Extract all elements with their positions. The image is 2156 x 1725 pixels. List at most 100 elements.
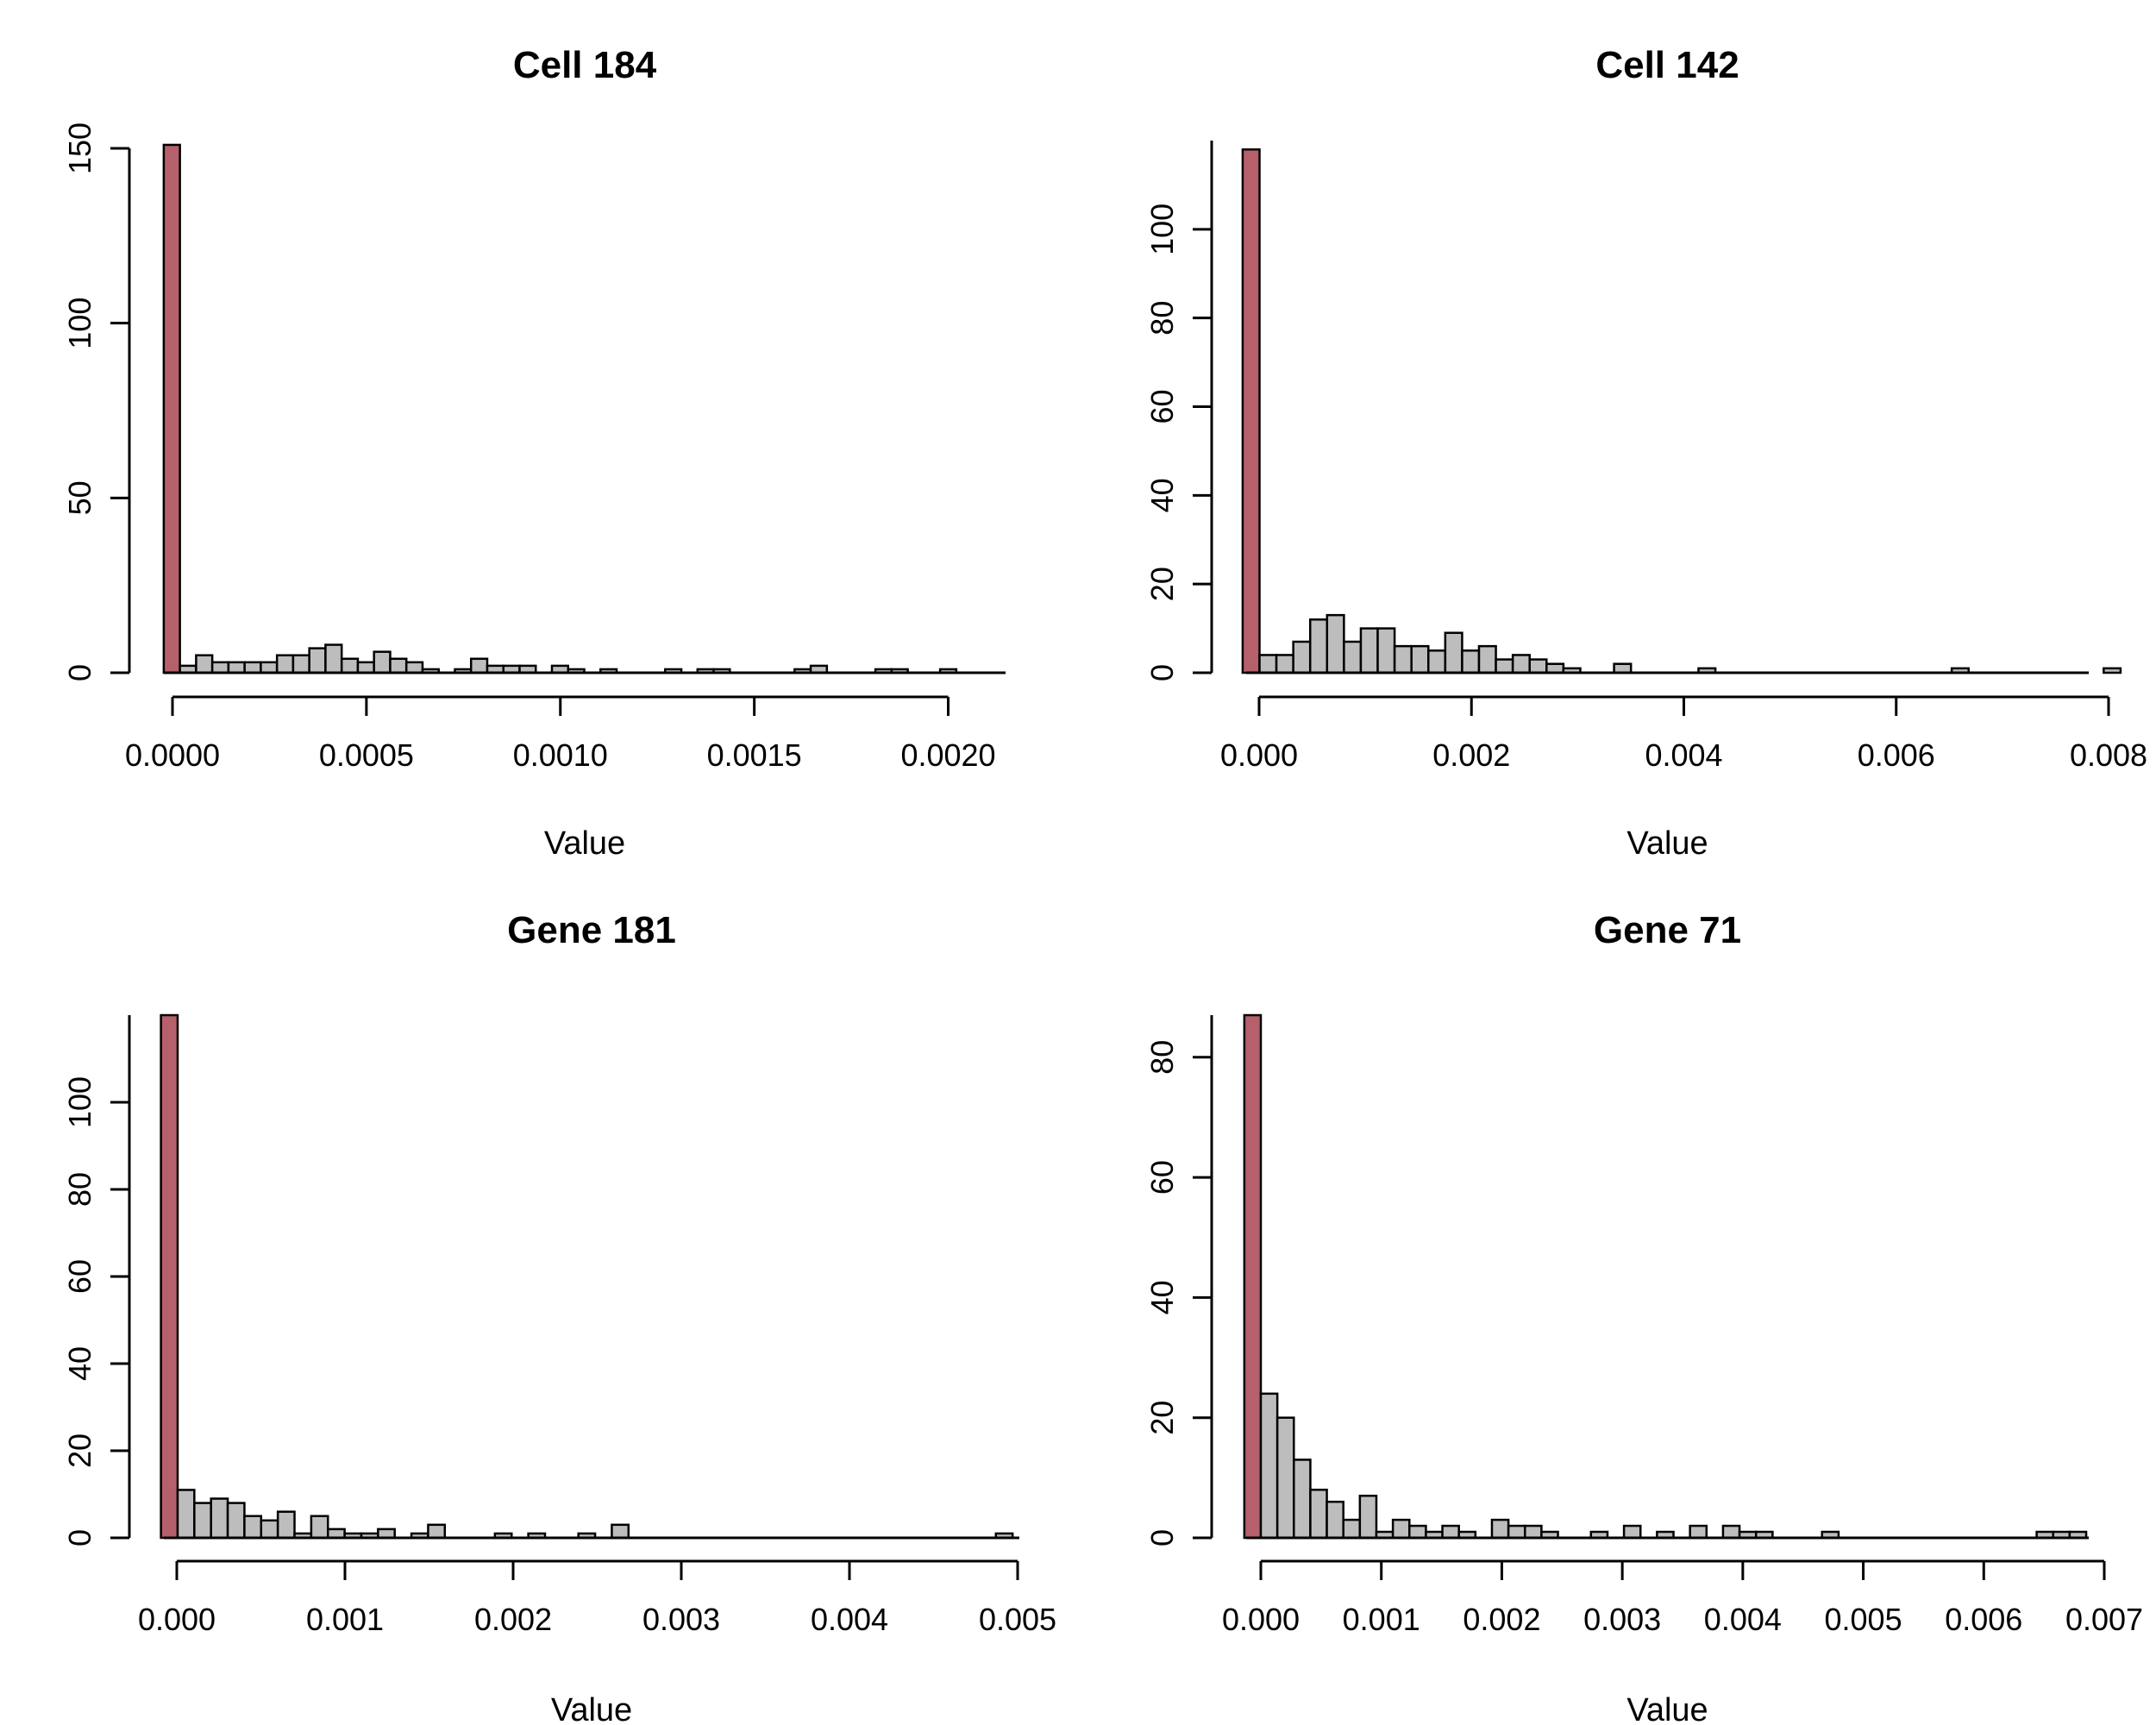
histogram-bar (1309, 1489, 1328, 1540)
chart-title: Cell 184 (513, 44, 657, 86)
histogram-bar (1326, 613, 1345, 674)
histogram-bar (326, 1527, 346, 1540)
x-tick-label: 0.003 (642, 1602, 720, 1637)
histogram-bar (1427, 649, 1447, 674)
histogram-bar (469, 657, 489, 674)
histogram-bar (1721, 1524, 1741, 1540)
histogram-bar (1258, 654, 1278, 674)
chart-title: Gene 71 (1594, 909, 1741, 951)
y-tick-label: 150 (62, 122, 97, 174)
histogram-bar (1358, 1494, 1378, 1540)
histogram-bar (1393, 644, 1413, 674)
histogram-bar (377, 1527, 396, 1540)
chart-title: Cell 142 (1595, 44, 1739, 86)
histogram-bar (1308, 618, 1329, 674)
histogram-bar (1545, 662, 1565, 674)
x-tick-label: 0.003 (1583, 1602, 1661, 1637)
histogram-bar (1410, 644, 1430, 674)
histogram-bar (226, 1502, 246, 1540)
histogram-bar (1622, 1524, 1642, 1540)
histogram-bar (611, 1523, 630, 1540)
histogram-bar (1441, 1524, 1460, 1540)
x-axis-label: Value (1626, 1692, 1708, 1725)
histogram-bar (1490, 1518, 1510, 1540)
x-tick-label: 0.004 (1704, 1602, 1782, 1637)
x-axis-label: Value (544, 825, 625, 862)
x-tick-label: 0.0000 (125, 737, 220, 773)
x-tick-label: 0.0010 (513, 737, 608, 773)
histogram-panel-1: Cell 184 0.0000 0.0005 0.0010 0.0015 0.0020 Va… (62, 44, 1006, 862)
histogram-bar (1408, 1524, 1427, 1540)
x-tick-label: 0.006 (1945, 1602, 2022, 1637)
histogram-bar (227, 661, 246, 674)
histogram-bar (275, 654, 295, 674)
y-tick-label: 0 (1144, 1529, 1180, 1546)
x-tick-label: 0.000 (138, 1602, 216, 1637)
histogram-bar (1376, 627, 1396, 674)
x-tick-label: 0.0005 (319, 737, 414, 773)
histogram-bar (356, 661, 375, 674)
histogram-bar (1275, 1416, 1295, 1540)
y-tick-label: 100 (62, 1076, 97, 1128)
histogram-bar (308, 647, 327, 674)
y-tick-label: 40 (1144, 478, 1180, 512)
histogram-bar (1391, 1518, 1411, 1540)
histogram-bar (1275, 654, 1294, 674)
y-tick-label: 40 (62, 1346, 97, 1381)
x-tick-label: 0.005 (979, 1602, 1056, 1637)
histogram-bar (389, 657, 408, 674)
histogram-bar (2103, 667, 2122, 674)
histogram-bar (1293, 1458, 1312, 1540)
x-tick-label: 0.001 (1343, 1602, 1420, 1637)
histogram-bar (1326, 1500, 1344, 1540)
histogram-bar (1359, 627, 1379, 674)
histogram-bar (291, 654, 310, 674)
y-tick-label: 80 (62, 1172, 97, 1207)
zero-bin-bar (1243, 1013, 1263, 1540)
histogram-bar (1507, 1524, 1526, 1540)
histogram-bar (404, 661, 424, 674)
histogram-bar (1444, 631, 1463, 674)
x-tick-label: 0.008 (2070, 737, 2147, 773)
y-tick-label: 0 (1144, 664, 1180, 681)
histogram-bar (210, 661, 230, 674)
histogram-bar (1528, 658, 1548, 674)
x-tick-label: 0.000 (1222, 1602, 1300, 1637)
y-tick-label: 20 (62, 1433, 97, 1468)
histogram-bar (1343, 640, 1363, 674)
histogram-panel-4: Gene 71 0.000 0.001 0.002 0.003 0.004 0.005 0.0… (1144, 909, 2143, 1725)
x-tick-label: 0.004 (811, 1602, 888, 1637)
zero-bin-bar (162, 143, 181, 674)
histogram-bar (193, 1502, 212, 1540)
x-tick-label: 0.007 (2065, 1602, 2143, 1637)
y-tick-label: 100 (62, 298, 97, 349)
x-tick-label: 0.001 (306, 1602, 384, 1637)
zero-bin-bar (1241, 148, 1261, 674)
histogram-bar (1477, 644, 1497, 674)
x-tick-label: 0.002 (474, 1602, 552, 1637)
zero-bin-bar (160, 1013, 179, 1540)
histogram-bar (260, 661, 279, 674)
histogram-bar (276, 1510, 296, 1540)
x-tick-label: 0.004 (1645, 737, 1722, 773)
histogram-panel-3: Gene 181 0.000 0.001 0.002 0.003 0.004 0.005 Va… (62, 909, 1056, 1725)
x-tick-label: 0.0020 (900, 737, 995, 773)
histogram-bar (1689, 1524, 1708, 1540)
x-tick-label: 0.002 (1463, 1602, 1540, 1637)
y-tick-label: 60 (1144, 389, 1180, 423)
histogram-bar (1524, 1524, 1543, 1540)
x-axis-label: Value (551, 1692, 632, 1725)
x-tick-label: 0.002 (1432, 737, 1510, 773)
histogram-bar (176, 1489, 196, 1540)
histogram-bar (324, 643, 343, 674)
histogram-bar (210, 1497, 229, 1540)
y-tick-label: 80 (1144, 301, 1180, 336)
y-tick-label: 50 (62, 480, 97, 515)
histogram-bar (1259, 1392, 1279, 1540)
y-tick-label: 0 (62, 1529, 97, 1546)
x-tick-label: 0.0015 (707, 737, 802, 773)
histogram-bar (340, 657, 360, 674)
y-tick-label: 20 (1144, 1401, 1180, 1435)
chart-title: Gene 181 (507, 909, 676, 951)
